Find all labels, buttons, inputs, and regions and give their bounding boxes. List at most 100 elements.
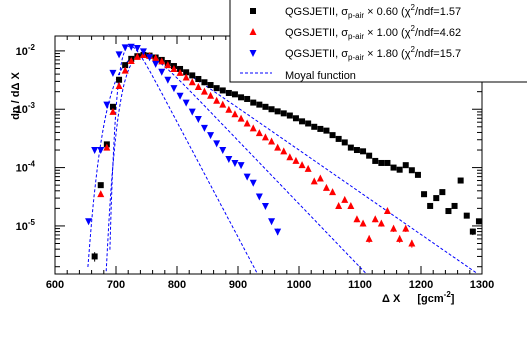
data-point-series-0	[421, 191, 428, 198]
moyal-curve	[109, 45, 258, 275]
data-point-series-1	[402, 224, 410, 232]
data-point-series-0	[231, 91, 238, 98]
data-point-series-2	[261, 202, 269, 210]
data-point-series-1	[121, 66, 129, 74]
data-point-series-0	[274, 108, 281, 115]
data-point-series-1	[237, 114, 245, 122]
data-point-series-0	[366, 152, 373, 159]
data-point-series-1	[286, 153, 294, 161]
data-point-series-2	[133, 45, 141, 53]
data-point-series-0	[109, 103, 116, 110]
data-point-series-0	[347, 144, 354, 151]
data-point-series-1	[109, 107, 117, 115]
data-point-series-1	[322, 183, 330, 191]
y-tick-label: 10-3	[16, 101, 36, 116]
data-point-series-0	[292, 115, 299, 122]
data-point-series-0	[189, 72, 196, 79]
data-point-series-0	[335, 135, 342, 142]
data-point-series-0	[402, 162, 409, 169]
data-point-series-0	[445, 208, 452, 215]
data-point-series-1	[127, 57, 135, 65]
data-point-series-2	[237, 162, 245, 170]
legend-label-0: QGSJETII, σp-air × 0.60 (χ2/ndf=1.57	[285, 3, 461, 20]
data-point-series-2	[249, 179, 257, 187]
data-point-series-0	[451, 202, 458, 209]
data-point-series-1	[255, 129, 263, 137]
data-point-series-2	[176, 92, 184, 100]
data-point-series-2	[121, 44, 129, 52]
data-point-series-1	[280, 147, 288, 155]
y-tick-label: 10-5	[16, 218, 36, 233]
data-point-series-2	[219, 147, 227, 155]
x-tick-label: 600	[46, 279, 64, 291]
data-point-series-2	[194, 116, 202, 124]
data-point-series-1	[329, 188, 337, 196]
y-tick-label: 10-2	[16, 43, 36, 58]
data-point-series-1	[249, 124, 257, 132]
data-point-series-1	[274, 143, 282, 151]
data-point-series-0	[372, 157, 379, 164]
data-point-series-0	[390, 164, 397, 171]
data-point-series-1	[182, 73, 190, 81]
data-point-series-0	[317, 125, 324, 132]
data-point-series-2	[158, 68, 166, 76]
data-point-series-2	[225, 156, 233, 164]
data-point-series-0	[219, 87, 226, 94]
x-tick-label: 1100	[348, 279, 372, 291]
y-axis-title: dn / dΔ X	[10, 72, 22, 120]
data-point-series-1	[243, 119, 251, 127]
data-point-series-1	[335, 201, 343, 209]
x-tick-label: 1200	[409, 279, 433, 291]
data-point-series-1	[152, 54, 160, 62]
data-point-series-1	[365, 234, 373, 242]
legend-box	[229, 0, 527, 83]
data-point-series-1	[200, 87, 208, 95]
legend-marker-2	[249, 50, 257, 57]
data-point-series-1	[219, 100, 227, 108]
data-point-series-0	[250, 99, 257, 106]
data-point-series-0	[280, 110, 287, 117]
legend-label-2: QGSJETII, σp-air × 1.80 (χ2/ndf=15.7	[285, 45, 461, 62]
data-point-series-0	[323, 127, 330, 134]
data-point-series-0	[299, 118, 306, 125]
data-point-series-0	[262, 103, 269, 110]
data-point-series-0	[341, 139, 348, 146]
data-point-series-0	[353, 147, 360, 154]
data-point-series-1	[316, 174, 324, 182]
data-point-series-1	[225, 105, 233, 113]
x-axis-title-unit-close: ]	[451, 293, 455, 305]
data-point-series-0	[378, 159, 385, 166]
data-point-series-0	[122, 62, 129, 69]
x-axis-title-unit: [gcm	[417, 293, 444, 305]
data-point-series-1	[231, 110, 239, 118]
data-point-series-0	[256, 101, 263, 108]
data-point-series-1	[207, 91, 215, 99]
data-point-series-2	[109, 69, 117, 77]
data-point-series-0	[305, 120, 312, 127]
legend-label-1: QGSJETII, σp-air × 1.00 (χ2/ndf=4.62	[285, 24, 461, 41]
data-point-series-1	[383, 207, 391, 215]
data-point-series-0	[201, 79, 208, 86]
data-point-series-2	[103, 101, 111, 109]
data-point-series-2	[200, 124, 208, 132]
data-point-series-2	[182, 99, 190, 107]
data-point-series-1	[347, 201, 355, 209]
data-point-series-0	[183, 69, 190, 76]
data-point-series-1	[170, 64, 178, 72]
y-tick-label: 10-4	[16, 160, 36, 175]
x-tick-label: 1000	[287, 279, 311, 291]
tick-labels: 600 700 800 900 1000 1100 1200 1300 10-5 10-4 10-3…	[16, 43, 495, 291]
data-point-series-2	[164, 76, 172, 84]
data-point-series-2	[152, 60, 160, 68]
data-point-series-2	[97, 147, 105, 155]
data-point-series-2	[213, 140, 221, 148]
data-point-series-2	[115, 51, 123, 59]
data-point-series-0	[268, 106, 275, 113]
data-point-series-1	[194, 83, 202, 91]
data-point-series-2	[170, 85, 178, 93]
x-axis-title: Δ X [gcm-2]	[382, 290, 455, 305]
data-point-series-1	[304, 164, 312, 172]
x-axis-title-unit-exp: -2	[444, 290, 452, 299]
data-point-series-0	[396, 166, 403, 173]
data-point-series-1	[371, 215, 379, 223]
